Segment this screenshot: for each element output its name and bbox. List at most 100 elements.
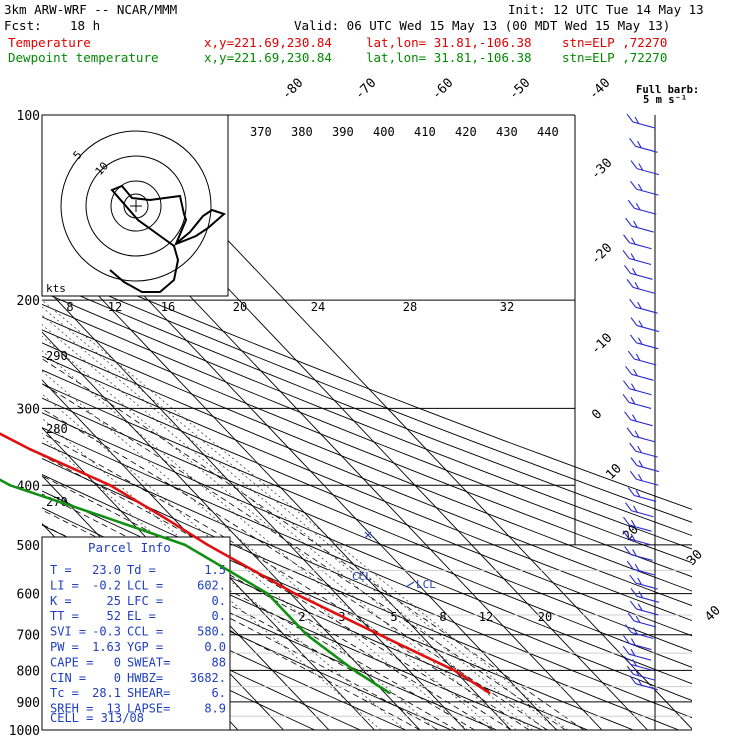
mixing-ratio-tick-label: 20 <box>233 300 247 314</box>
parcel-field-label: LI = <box>50 578 79 592</box>
parcel-field-value: 23.0 <box>92 563 121 577</box>
parcel-field-label: SREH = <box>50 702 93 716</box>
forecast-hour: 18 h <box>70 18 101 33</box>
legend-temperature-station: stn=ELP ,72270 <box>562 35 668 50</box>
isotherm-line <box>0 115 11 730</box>
wind-barb <box>630 587 660 603</box>
legend-dewpoint-label: Dewpoint temperature <box>8 50 159 65</box>
mixing-ratio-tick-label: 12 <box>108 300 122 314</box>
mixing-ratio-tick-label: 32 <box>500 300 514 314</box>
isotherm-tick-label: 40 <box>702 603 724 625</box>
temperature-line <box>0 432 491 694</box>
wind-barb <box>624 264 653 280</box>
parcel-field-label: HWBZ= <box>127 671 163 685</box>
hodo-units-label: kts <box>46 282 66 295</box>
dry-adiabat-line <box>42 267 692 523</box>
moist-adiabat-line <box>42 475 494 730</box>
legend-temperature-xy: x,y=221.69,230.84 <box>204 35 332 50</box>
dry-adiabat-line <box>42 279 692 537</box>
profile-point <box>352 669 356 672</box>
wind-barb <box>624 624 654 640</box>
profile-point <box>29 448 33 451</box>
pressure-tick-label: 200 <box>17 294 40 309</box>
dry-adiabat-line <box>42 255 692 510</box>
parcel-field-value: 25 <box>107 594 121 608</box>
profile-point <box>378 633 381 637</box>
mixing-ratio-tick-label: 8 <box>439 610 446 624</box>
mixing-ratio-tick-label: 20 <box>538 610 552 624</box>
ccl-marker-label: CCL <box>352 570 372 583</box>
pressure-tick-label: 900 <box>17 696 40 711</box>
mixing-ratio-tick-label: 24 <box>311 300 325 314</box>
hodograph-inset: 10 5 kts <box>41 114 229 297</box>
legend-temperature-label: Temperature <box>8 35 91 50</box>
parcel-field-label: LAPSE= <box>127 702 170 716</box>
parcel-field-value: 88 <box>212 655 226 669</box>
wind-barb <box>630 317 660 333</box>
legend-dewpoint-xy: x,y=221.69,230.84 <box>204 50 332 65</box>
wind-barb <box>625 365 654 381</box>
temperature-series <box>0 432 491 695</box>
wind-barb <box>627 612 657 628</box>
parcel-info-title: Parcel Info <box>88 540 171 555</box>
wind-barb <box>626 113 656 129</box>
wind-barb <box>626 279 656 294</box>
mixing-ratio-line <box>42 306 558 730</box>
wind-barb <box>623 516 652 532</box>
parcel-field-label: PW = <box>50 640 79 654</box>
wind-barb <box>627 487 657 502</box>
wind-barb <box>629 470 659 486</box>
theta-tick-label: 390 <box>332 125 354 139</box>
mixing-ratio-line <box>42 299 569 730</box>
isotherm-line <box>42 283 466 730</box>
wind-barb <box>630 160 660 176</box>
mixing-ratio-tick-label: 8 <box>66 300 73 314</box>
parcel-field-value: 1.5 <box>204 563 226 577</box>
mixing-ratio-tick-label: 2 <box>298 610 305 624</box>
profile-point <box>453 669 456 672</box>
profile-point <box>108 483 112 487</box>
parcel-field-label: YGP = <box>127 640 163 654</box>
isotherm-line <box>42 427 330 730</box>
mixing-ratio-tick-label: 16 <box>161 300 175 314</box>
wind-barb <box>629 442 658 458</box>
theta-tick-label: 410 <box>414 125 436 139</box>
profile-point <box>102 515 105 519</box>
wind-barb <box>624 656 653 671</box>
wind-barb <box>622 250 652 265</box>
parcel-field-label: SVI = <box>50 625 86 639</box>
legend-dewpoint-latlon: lat,lon= 31.81,-106.38 <box>366 50 532 65</box>
wind-barb <box>625 217 654 233</box>
moist-adiabat-line <box>42 408 548 730</box>
dry-adiabat-line <box>42 291 692 550</box>
isotherm-tick-label: -80 <box>279 76 306 103</box>
theta-tick-label: 440 <box>537 125 559 139</box>
profile-point <box>387 691 391 695</box>
hodograph-trace <box>109 184 226 293</box>
theta-tick-label: 430 <box>496 125 518 139</box>
parcel-field-label: TT = <box>50 609 79 623</box>
parcel-field-label: SHEAR= <box>127 686 170 700</box>
parcel-field-value: 6. <box>212 686 226 700</box>
parcel-field-value: 0. <box>212 609 226 623</box>
barb-legend-title: Full barb: <box>636 84 699 96</box>
profile-point <box>161 515 165 519</box>
isotherm-line <box>42 379 375 730</box>
mixing-ratio-line <box>42 370 469 730</box>
legend-temperature-latlon: lat,lon= 31.81,-106.38 <box>366 35 532 50</box>
pressure-tick-label: 600 <box>17 588 40 603</box>
mixing-ratio-tick-label: 12 <box>479 610 493 624</box>
pressure-tick-label: 300 <box>17 402 40 417</box>
wind-barb <box>630 457 660 473</box>
parcel-field-value: -0.2 <box>92 578 121 592</box>
cell-motion: CELL = 313/08 <box>50 711 144 725</box>
mixing-ratio-tick-label: 5 <box>390 610 397 624</box>
wind-barb <box>626 427 656 443</box>
pressure-tick-label: 1000 <box>9 724 40 739</box>
barb-legend: Full barb: 5 m s⁻¹ <box>636 84 699 106</box>
parcel-field-value: -0.3 <box>92 625 121 639</box>
parcel-field-value: 28.1 <box>92 686 121 700</box>
model-title: 3km ARW-WRF -- NCAR/MMM <box>4 2 178 17</box>
